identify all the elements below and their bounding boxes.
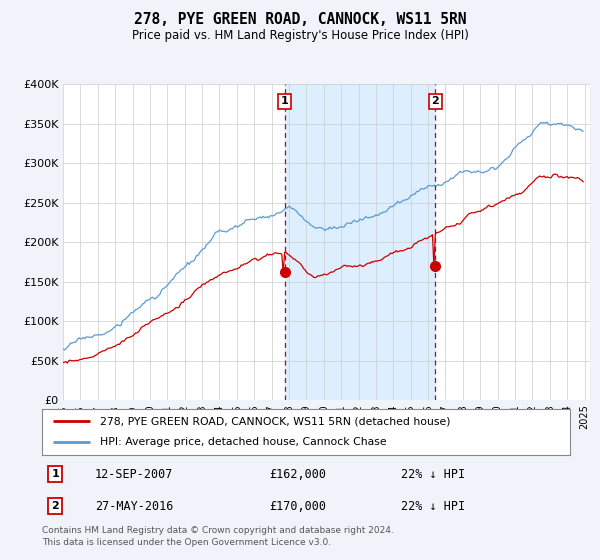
Text: Price paid vs. HM Land Registry's House Price Index (HPI): Price paid vs. HM Land Registry's House … [131,29,469,42]
Text: HPI: Average price, detached house, Cannock Chase: HPI: Average price, detached house, Cann… [100,437,387,447]
Text: 22% ↓ HPI: 22% ↓ HPI [401,500,465,513]
Text: £162,000: £162,000 [269,468,326,480]
Text: 278, PYE GREEN ROAD, CANNOCK, WS11 5RN: 278, PYE GREEN ROAD, CANNOCK, WS11 5RN [134,12,466,27]
Text: Contains HM Land Registry data © Crown copyright and database right 2024.: Contains HM Land Registry data © Crown c… [42,526,394,535]
Text: This data is licensed under the Open Government Licence v3.0.: This data is licensed under the Open Gov… [42,538,331,547]
Text: 2: 2 [52,501,59,511]
Bar [284,84,436,400]
Text: 1: 1 [52,469,59,479]
Text: 12-SEP-2007: 12-SEP-2007 [95,468,173,480]
Text: 278, PYE GREEN ROAD, CANNOCK, WS11 5RN (detached house): 278, PYE GREEN ROAD, CANNOCK, WS11 5RN (… [100,416,451,426]
Text: 22% ↓ HPI: 22% ↓ HPI [401,468,465,480]
Text: £170,000: £170,000 [269,500,326,513]
Text: 1: 1 [281,96,289,106]
Text: 27-MAY-2016: 27-MAY-2016 [95,500,173,513]
Text: 2: 2 [431,96,439,106]
